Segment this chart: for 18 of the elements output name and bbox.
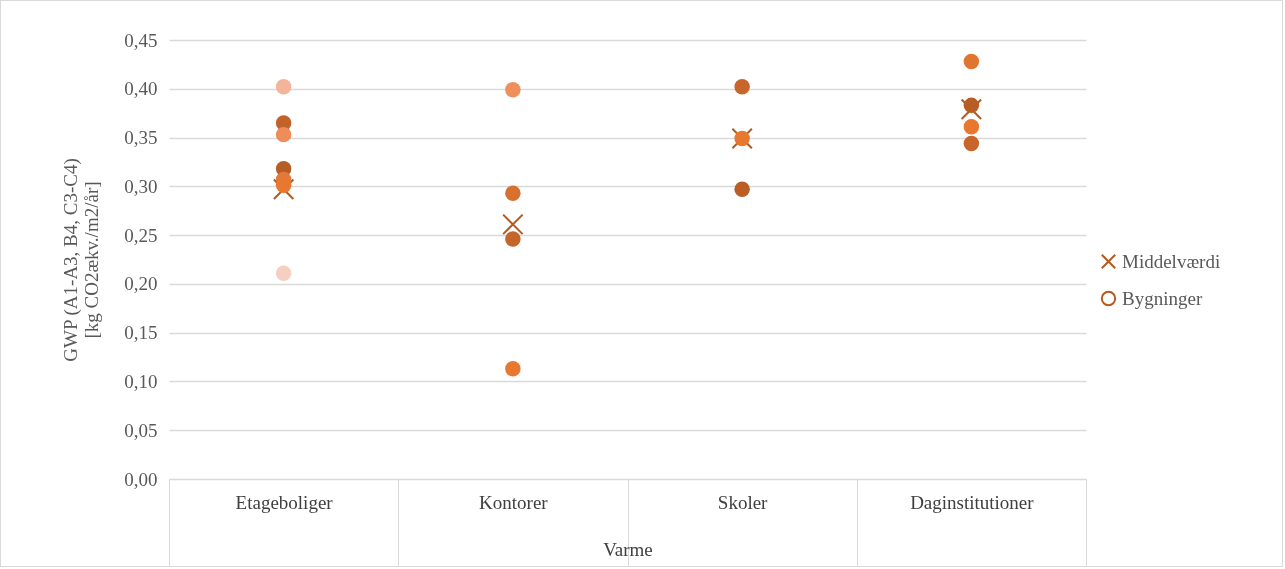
y-tick-label: 0,00 (124, 468, 158, 490)
y-tick-label: 0,20 (124, 273, 158, 295)
y-tick-label: 0,45 (124, 29, 158, 51)
y-tick-label: 0,15 (124, 322, 158, 344)
y-tick-label: 0,10 (124, 370, 158, 392)
y-tick-label: 0,30 (124, 175, 158, 197)
legend-label: Middelværdi (1122, 250, 1221, 272)
y-axis-title: GWP (A1-A3, B4, C3-C4) [kg CO2ækv./m2/år] (60, 158, 103, 362)
x-axis-title: Varme (603, 538, 653, 560)
y-tick-label: 0,40 (124, 78, 158, 100)
y-tick-label: 0,35 (124, 127, 158, 149)
x-tick-label: Etageboliger (235, 491, 334, 513)
y-tick-label: 0,05 (124, 419, 158, 441)
x-tick-label: Kontorer (479, 491, 549, 513)
x-tick-label: Skoler (717, 491, 769, 513)
y-tick-label: 0,25 (124, 224, 158, 246)
legend-label: Bygninger (1122, 287, 1203, 309)
x-tick-label: Daginstitutioner (910, 491, 1035, 513)
